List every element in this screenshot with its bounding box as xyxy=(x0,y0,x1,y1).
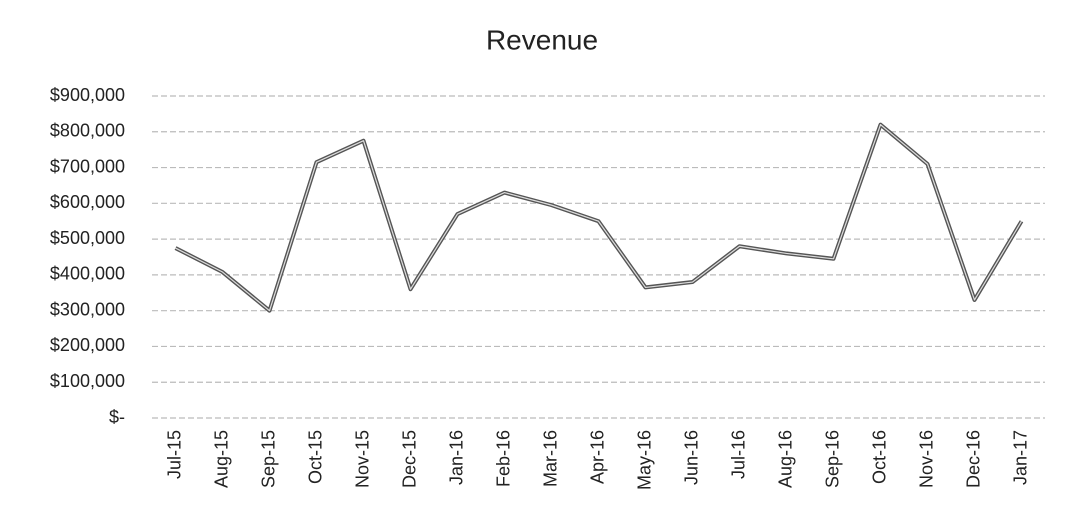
y-tick-label: $700,000 xyxy=(50,156,125,176)
y-tick-label: $- xyxy=(109,407,125,427)
y-tick-label: $500,000 xyxy=(50,228,125,248)
y-tick-label: $200,000 xyxy=(50,335,125,355)
x-tick-label: Aug-15 xyxy=(211,430,231,488)
y-tick-label: $100,000 xyxy=(50,371,125,391)
x-tick-label: Nov-16 xyxy=(916,430,936,488)
x-tick-label: Mar-16 xyxy=(540,430,560,487)
x-tick-label: Feb-16 xyxy=(493,430,513,487)
x-tick-label: Dec-16 xyxy=(963,430,983,488)
x-tick-label: Oct-15 xyxy=(305,430,325,484)
x-tick-label: May-16 xyxy=(634,430,654,490)
y-tick-label: $400,000 xyxy=(50,264,125,284)
x-tick-label: Dec-15 xyxy=(399,430,419,488)
y-tick-label: $800,000 xyxy=(50,121,125,141)
x-tick-label: Jul-16 xyxy=(728,430,748,479)
x-tick-label: Oct-16 xyxy=(869,430,889,484)
y-tick-label: $900,000 xyxy=(50,85,125,105)
chart-title: Revenue xyxy=(486,24,598,55)
x-tick-label: Jan-17 xyxy=(1010,430,1030,485)
x-tick-label: Jan-16 xyxy=(446,430,466,485)
y-tick-label: $600,000 xyxy=(50,192,125,212)
x-tick-label: Aug-16 xyxy=(775,430,795,488)
line-highlight xyxy=(175,124,1023,312)
x-tick-label: Sep-16 xyxy=(822,430,842,488)
x-tick-label: Jun-16 xyxy=(681,430,701,485)
y-tick-label: $300,000 xyxy=(50,299,125,319)
x-tick-label: Sep-15 xyxy=(258,430,278,488)
x-tick-label: Apr-16 xyxy=(587,430,607,484)
x-tick-label: Jul-15 xyxy=(164,430,184,479)
x-tick-label: Nov-15 xyxy=(352,430,372,488)
line-series xyxy=(174,122,1024,313)
